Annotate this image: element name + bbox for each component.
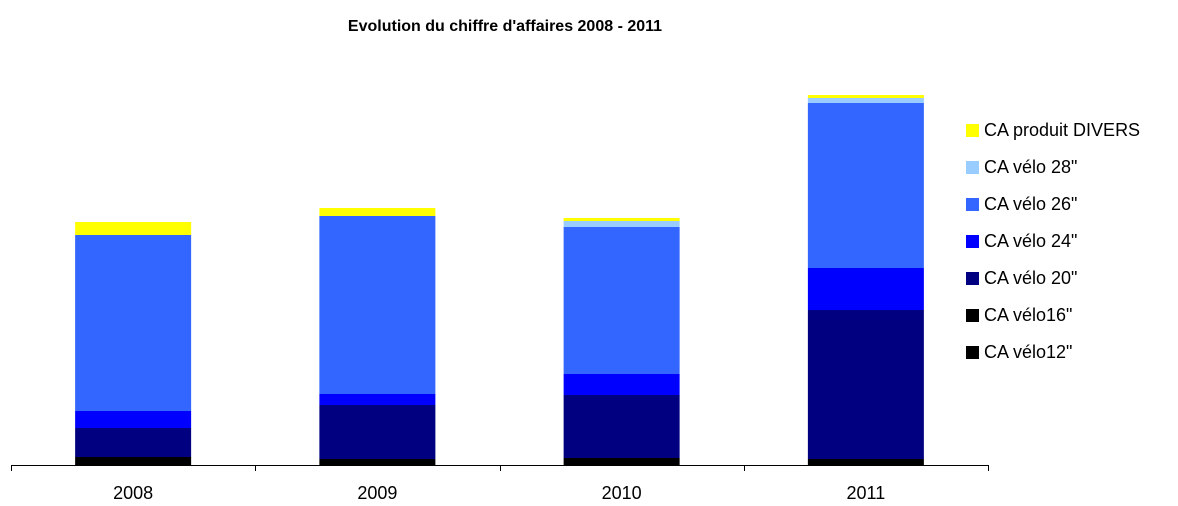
bar-2011-ca-v-lo-24 bbox=[807, 268, 924, 310]
x-axis bbox=[11, 465, 989, 471]
legend-label: CA vélo16" bbox=[984, 305, 1073, 325]
bar-2009-ca-produit-divers bbox=[319, 208, 436, 216]
bar-2009-ca-v-lo-24 bbox=[319, 394, 436, 405]
legend-label: CA vélo 28" bbox=[984, 157, 1078, 177]
x-tick-label-2011: 2011 bbox=[847, 483, 886, 503]
bar-2008-ca-v-lo-24 bbox=[75, 411, 192, 428]
bar-2009-ca-v-lo-26 bbox=[319, 216, 436, 394]
bar-2009-ca-v-lo16 bbox=[319, 459, 436, 465]
legend-item-ca-v-lo16: CA vélo16" bbox=[966, 297, 1176, 334]
bar-2010-ca-v-lo-28 bbox=[563, 221, 680, 227]
legend-label: CA vélo 24" bbox=[984, 231, 1078, 251]
bar-2011-ca-v-lo-26 bbox=[807, 103, 924, 268]
bar-2010-ca-v-lo-20 bbox=[563, 395, 680, 458]
x-tick-labels: 2008 2009 2010 2011 bbox=[113, 483, 885, 503]
legend-label: CA vélo 20" bbox=[984, 268, 1078, 288]
bar-2011-ca-produit-divers bbox=[807, 95, 924, 98]
legend: CA produit DIVERS CA vélo 28" CA vélo 26" C… bbox=[966, 112, 1176, 371]
legend-label: CA vélo 26" bbox=[984, 194, 1078, 214]
legend-swatch bbox=[966, 124, 979, 137]
bar-2010-ca-v-lo16 bbox=[563, 458, 680, 465]
legend-swatch bbox=[966, 309, 979, 322]
bar-2010-ca-v-lo-24 bbox=[563, 374, 680, 395]
x-tick-label-2008: 2008 bbox=[113, 483, 153, 503]
legend-item-ca-v-lo12: CA vélo12" bbox=[966, 334, 1176, 371]
bars-layer bbox=[75, 95, 924, 465]
legend-item-ca-v-lo-20: CA vélo 20" bbox=[966, 260, 1176, 297]
bar-2008-ca-v-lo16 bbox=[75, 457, 192, 465]
legend-swatch bbox=[966, 235, 979, 248]
x-tick-label-2009: 2009 bbox=[357, 483, 397, 503]
bar-2008-ca-v-lo-26 bbox=[75, 235, 192, 411]
bar-2010-ca-produit-divers bbox=[563, 218, 680, 221]
chart-plot-area: 2008 2009 2010 2011 bbox=[11, 95, 989, 503]
x-tick-label-2010: 2010 bbox=[602, 483, 642, 503]
legend-label: CA vélo12" bbox=[984, 342, 1073, 362]
legend-item-ca-v-lo-26: CA vélo 26" bbox=[966, 186, 1176, 223]
legend-swatch bbox=[966, 161, 979, 174]
legend-label: CA produit DIVERS bbox=[984, 120, 1141, 140]
bar-2011-ca-v-lo16 bbox=[807, 459, 924, 465]
legend-item-ca-produit-divers: CA produit DIVERS bbox=[966, 112, 1176, 149]
bar-2010-ca-v-lo-26 bbox=[563, 227, 680, 374]
legend-swatch bbox=[966, 272, 979, 285]
bar-2009-ca-v-lo-20 bbox=[319, 405, 436, 459]
bar-2008-ca-produit-divers bbox=[75, 222, 192, 235]
bar-2011-ca-v-lo-20 bbox=[807, 310, 924, 459]
legend-item-ca-v-lo-28: CA vélo 28" bbox=[966, 149, 1176, 186]
legend-swatch bbox=[966, 198, 979, 211]
legend-item-ca-v-lo-24: CA vélo 24" bbox=[966, 223, 1176, 260]
legend-swatch bbox=[966, 346, 979, 359]
bar-2008-ca-v-lo-20 bbox=[75, 428, 192, 457]
bar-2011-ca-v-lo-28 bbox=[807, 98, 924, 103]
chart-title: Evolution du chiffre d'affaires 2008 - 2… bbox=[347, 18, 663, 35]
